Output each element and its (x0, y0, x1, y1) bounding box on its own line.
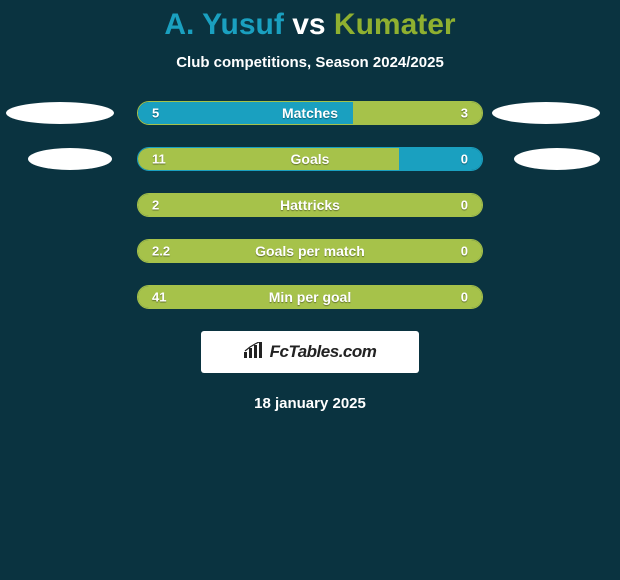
bar-value-left: 2 (152, 198, 159, 213)
bar-value-left: 5 (152, 106, 159, 121)
stat-row: 2.2 Goals per match 0 (0, 239, 620, 263)
chart-icon (244, 342, 264, 363)
bar-track: 5 Matches 3 (137, 101, 483, 125)
bar-track: 2.2 Goals per match 0 (137, 239, 483, 263)
bar-label: Goals (291, 151, 330, 167)
source-badge: FcTables.com (201, 331, 419, 373)
bar-label: Hattricks (280, 197, 340, 213)
stat-bars-group: 5 Matches 3 11 Goals 0 2 Hattricks 0 2.2 Goals per… (0, 101, 620, 309)
stat-row: 11 Goals 0 (0, 147, 620, 171)
subtitle-text: Club competitions, Season 2024/2025 (0, 54, 620, 71)
bar-value-left: 41 (152, 290, 166, 305)
bar-value-right: 3 (461, 106, 468, 121)
bar-fill-right (399, 148, 482, 170)
right-ellipse (514, 148, 600, 170)
bar-value-right: 0 (461, 198, 468, 213)
page-title: A. Yusuf vs Kumater (0, 8, 620, 42)
stat-row: 2 Hattricks 0 (0, 193, 620, 217)
bar-value-right: 0 (461, 244, 468, 259)
left-ellipse (28, 148, 112, 170)
bar-track: 11 Goals 0 (137, 147, 483, 171)
comparison-card: A. Yusuf vs Kumater Club competitions, S… (0, 0, 620, 412)
title-player1: A. Yusuf (164, 8, 283, 41)
bar-track: 2 Hattricks 0 (137, 193, 483, 217)
bar-value-left: 2.2 (152, 244, 170, 259)
right-ellipse (492, 102, 600, 124)
date-text: 18 january 2025 (0, 395, 620, 412)
left-ellipse (6, 102, 114, 124)
title-player2: Kumater (334, 8, 456, 41)
bar-value-right: 0 (461, 152, 468, 167)
badge-text: FcTables.com (270, 342, 377, 362)
stat-row: 41 Min per goal 0 (0, 285, 620, 309)
bar-track: 41 Min per goal 0 (137, 285, 483, 309)
bar-label: Matches (282, 105, 338, 121)
bar-label: Goals per match (255, 243, 365, 259)
bar-value-right: 0 (461, 290, 468, 305)
bar-value-left: 11 (152, 152, 166, 167)
stat-row: 5 Matches 3 (0, 101, 620, 125)
bar-label: Min per goal (269, 289, 351, 305)
bar-fill-left (138, 148, 399, 170)
title-vs: vs (284, 8, 334, 41)
